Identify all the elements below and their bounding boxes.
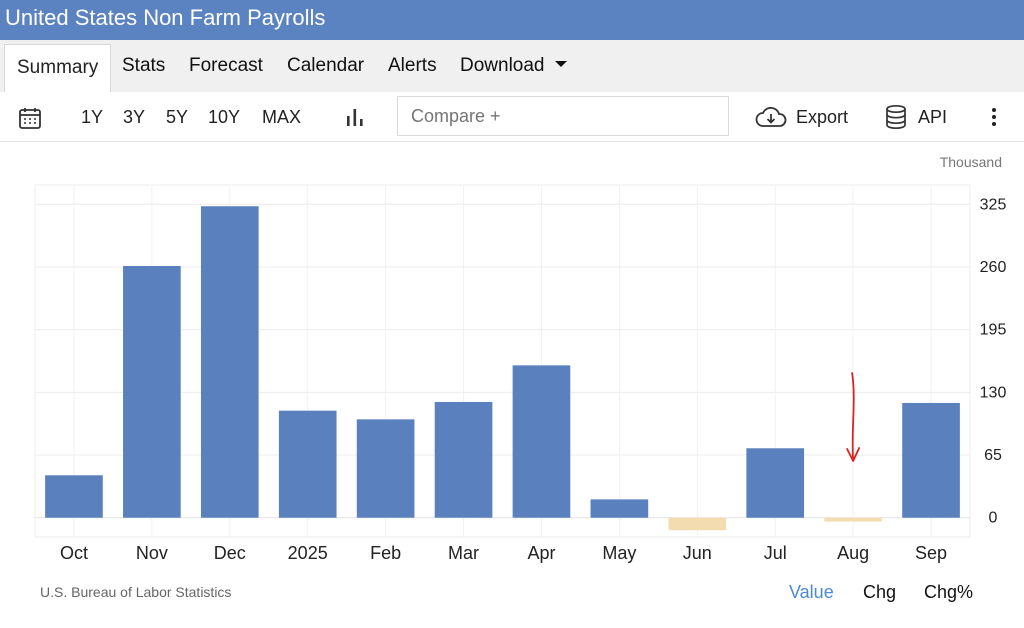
bar-sep[interactable]	[902, 402, 960, 518]
x-tick-label: Oct	[60, 543, 88, 563]
view-value-button[interactable]: Value	[789, 582, 834, 602]
tab-forecast[interactable]: Forecast	[189, 55, 263, 76]
x-tick-label: Dec	[214, 543, 246, 563]
range-3y-button[interactable]: 3Y	[123, 107, 146, 127]
x-axis-labels: Oct Nov Dec 2025 Feb Mar Apr May Jun Jul Aug Sep	[60, 543, 947, 563]
x-tick-label: Aug	[837, 543, 869, 563]
tab-bar: Summary Stats Forecast Calendar Alerts D…	[0, 40, 1024, 94]
range-1y-button[interactable]: 1Y	[81, 107, 104, 127]
toolbar: 1Y 3Y 5Y 10Y MAX Export API	[0, 92, 1024, 142]
x-tick-label: Nov	[136, 543, 168, 563]
export-button[interactable]: Export	[796, 107, 849, 127]
tab-calendar[interactable]: Calendar	[287, 55, 365, 76]
bar-2025[interactable]	[278, 410, 337, 518]
bar-jul[interactable]	[746, 448, 805, 518]
chart-annotation	[846, 372, 861, 462]
x-tick-label: Sep	[915, 543, 947, 563]
bar-apr[interactable]	[512, 365, 571, 518]
caret-down-icon	[554, 61, 567, 68]
page-title: United States Non Farm Payrolls	[5, 5, 326, 30]
range-10y-button[interactable]: 10Y	[208, 107, 241, 127]
bar-nov[interactable]	[123, 266, 181, 518]
y-tick-label: 0	[989, 510, 998, 527]
title-bar: United States Non Farm Payrolls	[0, 0, 1024, 40]
y-tick-label: 65	[984, 447, 1002, 464]
cloud-download-icon[interactable]	[755, 104, 787, 130]
more-options-icon[interactable]	[988, 106, 1000, 128]
annotation-arrow-head	[846, 447, 861, 462]
chart-bars	[45, 206, 960, 531]
view-chg-button[interactable]: Chg	[863, 582, 897, 602]
view-chg-pct-button[interactable]: Chg%	[924, 582, 974, 602]
compare-input[interactable]	[397, 96, 729, 136]
api-button[interactable]: API	[918, 107, 948, 127]
bar-may[interactable]	[590, 499, 649, 518]
unit-label: Thousand	[939, 154, 1002, 170]
calendar-icon[interactable]	[18, 106, 42, 130]
x-tick-label: Jul	[764, 543, 787, 563]
range-5y-button[interactable]: 5Y	[166, 107, 189, 127]
y-tick-label: 195	[980, 322, 1007, 339]
annotation-arrow-shaft	[851, 372, 855, 461]
payrolls-bar-chart: Oct Nov Dec 2025 Feb Mar Apr May Jun Jul Aug Sep 0 6…	[34, 184, 1007, 563]
range-max-button[interactable]: MAX	[262, 107, 302, 127]
y-tick-label: 260	[980, 259, 1007, 276]
tab-download-label: Download	[460, 55, 545, 76]
database-icon[interactable]	[884, 104, 908, 130]
tab-download[interactable]: Download	[460, 40, 567, 92]
y-tick-label: 130	[980, 384, 1007, 401]
tab-alerts[interactable]: Alerts	[388, 55, 437, 76]
tab-summary[interactable]: Summary	[4, 44, 112, 94]
bar-jun[interactable]	[668, 517, 727, 531]
source-credit: U.S. Bureau of Labor Statistics	[40, 584, 232, 600]
bar-feb[interactable]	[356, 419, 415, 518]
x-tick-label: May	[602, 543, 636, 563]
x-tick-label: Apr	[527, 543, 555, 563]
x-tick-label: 2025	[288, 543, 328, 563]
y-axis-labels: 0 65 130 195 260 325	[980, 196, 1007, 526]
x-tick-label: Feb	[370, 543, 401, 563]
plot-frame	[34, 184, 971, 538]
bar-chart-icon[interactable]	[344, 106, 366, 128]
y-tick-label: 325	[980, 196, 1007, 213]
x-tick-label: Jun	[683, 543, 712, 563]
bar-dec[interactable]	[200, 206, 259, 518]
tab-stats[interactable]: Stats	[122, 55, 166, 76]
bar-oct[interactable]	[45, 475, 103, 518]
bar-aug[interactable]	[824, 517, 882, 522]
bar-mar[interactable]	[434, 401, 493, 518]
x-tick-label: Mar	[448, 543, 479, 563]
